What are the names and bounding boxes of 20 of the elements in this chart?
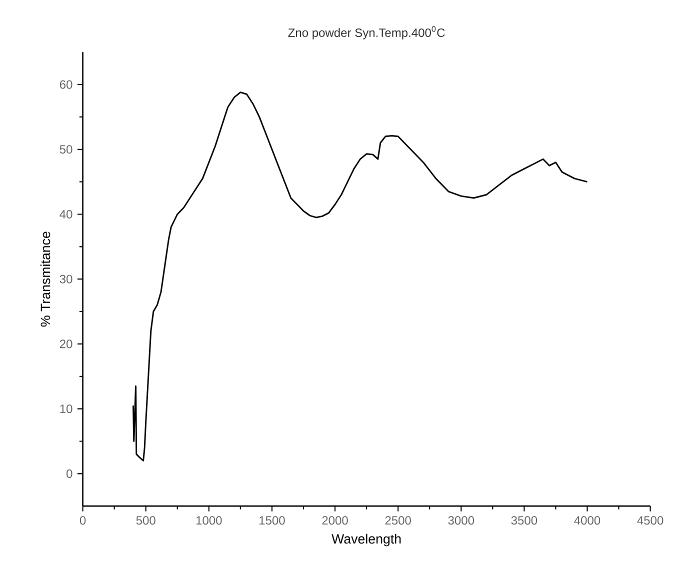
x-tick-label: 4000 — [574, 516, 600, 525]
x-tick-label: 3500 — [511, 516, 538, 525]
x-tick-label: 0 — [80, 516, 86, 525]
y-tick-label: 20 — [60, 340, 72, 348]
x-axis-title: Wavelength — [332, 534, 401, 546]
y-tick-label: 40 — [60, 210, 72, 219]
x-tick-label: 1500 — [260, 516, 285, 525]
y-tick-label: 30 — [60, 274, 72, 284]
x-tick-label: 1000 — [196, 516, 222, 525]
x-tick-label: 500 — [136, 516, 156, 525]
y-tick-label: 60 — [60, 80, 72, 89]
x-tick-label: 4500 — [637, 516, 664, 525]
x-tick-label: 2000 — [322, 516, 348, 525]
y-tick-label: 10 — [60, 404, 72, 414]
y-tick-label: 0 — [66, 469, 72, 478]
chart-title: Zno powder Syn.Temp.400$^{0}$C — [288, 26, 445, 40]
x-tick-label: 3000 — [448, 516, 474, 525]
x-tick-label: 2500 — [385, 516, 411, 525]
y-tick-label: 50 — [60, 145, 72, 154]
y-axis-title: % Transmitance — [40, 232, 50, 327]
